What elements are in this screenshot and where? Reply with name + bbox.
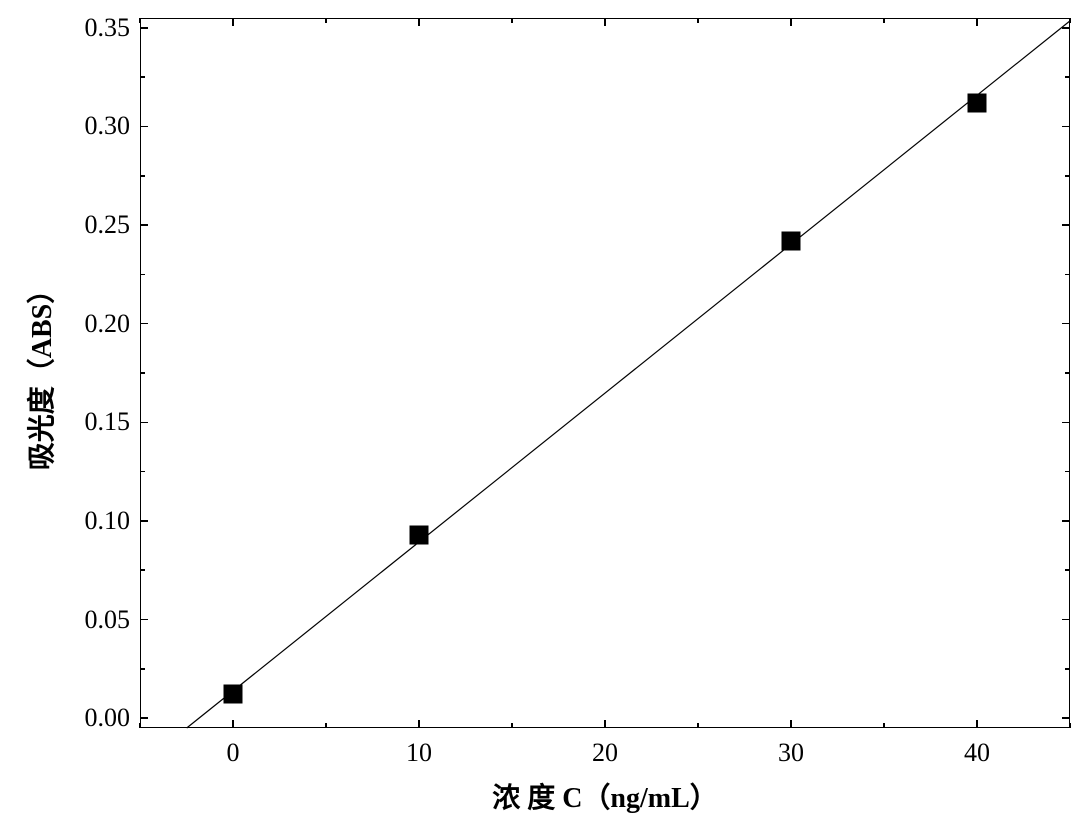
data-marker: [968, 93, 987, 112]
y-tick-minor: [140, 274, 145, 276]
y-tick-major-right: [1062, 126, 1070, 128]
x-tick-label: 20: [592, 738, 618, 768]
x-tick-minor-top: [1069, 18, 1071, 23]
y-tick-minor: [140, 372, 145, 374]
y-tick-minor-right: [1065, 569, 1070, 571]
x-tick-minor-top: [883, 18, 885, 23]
y-tick-label: 0.05: [85, 605, 131, 635]
x-axis-label: 浓 度 C（ng/mL）: [492, 776, 718, 816]
x-tick-label: 40: [964, 738, 990, 768]
y-tick-label: 0.35: [85, 13, 131, 43]
x-tick-major-top: [232, 18, 234, 26]
y-tick-minor: [140, 76, 145, 78]
x-tick-major-top: [976, 18, 978, 26]
y-tick-minor: [140, 668, 145, 670]
data-marker: [410, 525, 429, 544]
y-tick-major: [140, 126, 148, 128]
y-axis-label: 吸光度（ABS）: [20, 276, 60, 470]
y-tick-label: 0.25: [85, 210, 131, 240]
y-tick-major-right: [1062, 27, 1070, 29]
y-tick-label: 0.15: [85, 407, 131, 437]
y-tick-major: [140, 224, 148, 226]
y-tick-minor-right: [1065, 372, 1070, 374]
y-tick-major-right: [1062, 717, 1070, 719]
x-tick-label: 30: [778, 738, 804, 768]
x-tick-minor: [883, 723, 885, 728]
y-tick-minor-right: [1065, 668, 1070, 670]
y-tick-minor-right: [1065, 175, 1070, 177]
chart-container: 0 10 20 30 40 0.00 0.05 0.10 0.15 0.20 0.25 0.30 0.3…: [0, 0, 1090, 833]
y-tick-minor-right: [1065, 76, 1070, 78]
y-tick-major-right: [1062, 422, 1070, 424]
x-tick-major: [232, 720, 234, 728]
x-tick-label: 0: [227, 738, 240, 768]
data-marker: [224, 685, 243, 704]
y-tick-major: [140, 323, 148, 325]
x-tick-major-top: [790, 18, 792, 26]
y-tick-label: 0.10: [85, 506, 131, 536]
y-tick-minor: [140, 569, 145, 571]
y-tick-minor: [140, 471, 145, 473]
x-tick-minor-top: [511, 18, 513, 23]
y-tick-minor-right: [1065, 471, 1070, 473]
x-tick-major: [976, 720, 978, 728]
x-tick-major: [418, 720, 420, 728]
x-tick-minor-top: [325, 18, 327, 23]
y-tick-major-right: [1062, 323, 1070, 325]
y-tick-major: [140, 619, 148, 621]
x-tick-major: [790, 720, 792, 728]
x-tick-major: [604, 720, 606, 728]
x-tick-minor: [511, 723, 513, 728]
x-tick-major-top: [418, 18, 420, 26]
x-tick-major-top: [604, 18, 606, 26]
data-marker: [782, 231, 801, 250]
x-tick-minor-top: [697, 18, 699, 23]
y-tick-minor-right: [1065, 274, 1070, 276]
y-tick-major: [140, 27, 148, 29]
y-tick-major-right: [1062, 520, 1070, 522]
y-tick-label: 0.00: [85, 703, 131, 733]
x-tick-minor: [325, 723, 327, 728]
y-tick-major: [140, 717, 148, 719]
x-tick-label: 10: [406, 738, 432, 768]
x-tick-minor: [139, 723, 141, 728]
fit-line: [140, 18, 1070, 728]
x-tick-minor: [697, 723, 699, 728]
y-tick-major: [140, 520, 148, 522]
y-tick-major-right: [1062, 224, 1070, 226]
y-tick-label: 0.20: [85, 309, 131, 339]
y-tick-major-right: [1062, 619, 1070, 621]
y-tick-major: [140, 422, 148, 424]
y-tick-minor: [140, 175, 145, 177]
y-tick-label: 0.30: [85, 111, 131, 141]
x-tick-minor: [1069, 723, 1071, 728]
x-tick-minor-top: [139, 18, 141, 23]
